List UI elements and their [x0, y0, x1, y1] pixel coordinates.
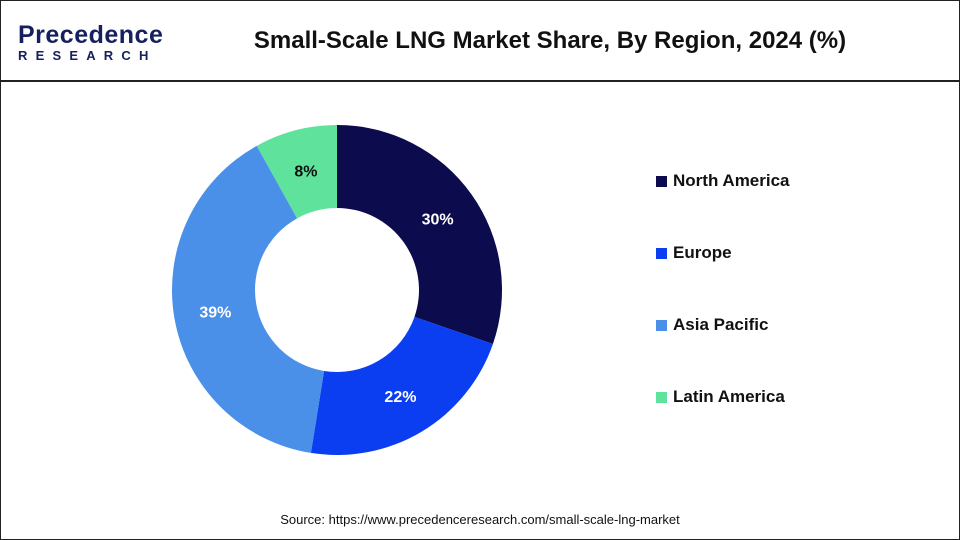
legend-item: Asia Pacific — [656, 314, 768, 336]
legend-swatch — [656, 175, 667, 187]
slice-asia-pacific — [171, 145, 325, 453]
data-label: 39% — [199, 304, 231, 321]
slice-north-america — [337, 125, 502, 344]
slice-latin-america — [256, 125, 337, 219]
legend-item: Europe — [656, 242, 732, 264]
data-label: 30% — [422, 211, 454, 228]
legend-swatch — [656, 391, 667, 403]
legend-label: Europe — [673, 243, 732, 262]
legend-label: Asia Pacific — [673, 315, 769, 334]
logo: Precedence RESEARCH — [18, 22, 163, 63]
chart-title: Small-Scale LNG Market Share, By Region,… — [253, 27, 847, 54]
slice-europe — [310, 316, 493, 456]
legend-label: Latin America — [673, 387, 785, 406]
data-label: 22% — [384, 389, 416, 406]
legend-item: Latin America — [656, 386, 785, 408]
header: Precedence RESEARCH Small-Scale LNG Mark… — [0, 0, 960, 82]
logo-main-text: Precedence — [18, 21, 164, 49]
data-label: 8% — [294, 163, 317, 180]
legend-label: North America — [673, 171, 790, 190]
source-text: Source: https://www.precedenceresearch.c… — [280, 512, 680, 527]
legend-swatch — [656, 247, 667, 259]
legend-swatch — [656, 319, 667, 331]
logo-sub-text: RESEARCH — [18, 48, 157, 63]
legend-item: North America — [656, 170, 790, 192]
